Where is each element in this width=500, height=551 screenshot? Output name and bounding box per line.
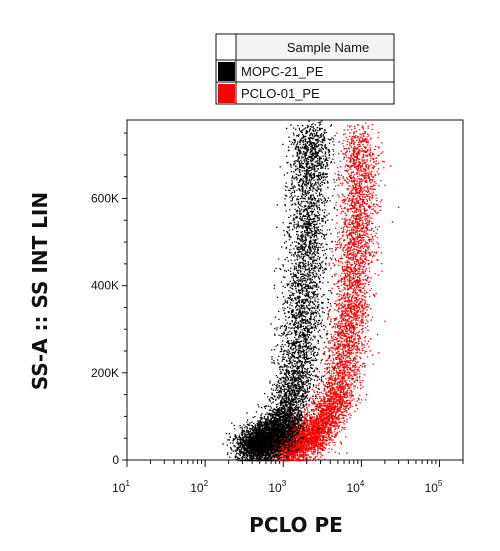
axes: 0 200K 400K 600K 101 102 103 104 105 [91,132,464,495]
series-PCLO-01_PE [256,122,400,462]
series-MOPC-21_PE [222,120,345,462]
x-tick-label: 102 [190,479,208,495]
legend-swatch-mopc [218,62,235,81]
legend-label-pclo: PCLO-01_PE [241,86,320,101]
legend-swatch-pclo [218,84,235,103]
scatter-mark-MOPC-21_PE [222,120,345,462]
y-tick-label: 600K [91,191,119,205]
legend-header: Sample Name [287,40,369,55]
y-axis-title: SS-A :: SS INT LIN [28,192,52,390]
scatter-points [222,120,400,462]
legend: Sample Name MOPC-21_PE PCLO-01_PE [215,33,395,105]
legend-label-mopc: MOPC-21_PE [241,64,324,79]
x-tick-label: 103 [268,479,286,495]
x-axis-title: PCLO PE [249,513,343,537]
x-tick-label: 105 [425,479,443,495]
legend-header-bg [235,33,395,61]
y-tick-label: 400K [91,279,119,293]
y-tick-label: 200K [91,366,119,380]
scatter-mark-PCLO-01_PE [256,122,400,462]
plot-frame [126,119,464,461]
x-tick-label: 101 [112,479,130,495]
plot-area: 0 200K 400K 600K 101 102 103 104 105 [91,119,464,495]
y-tick-label: 0 [112,453,119,467]
x-tick-label: 104 [346,479,364,495]
